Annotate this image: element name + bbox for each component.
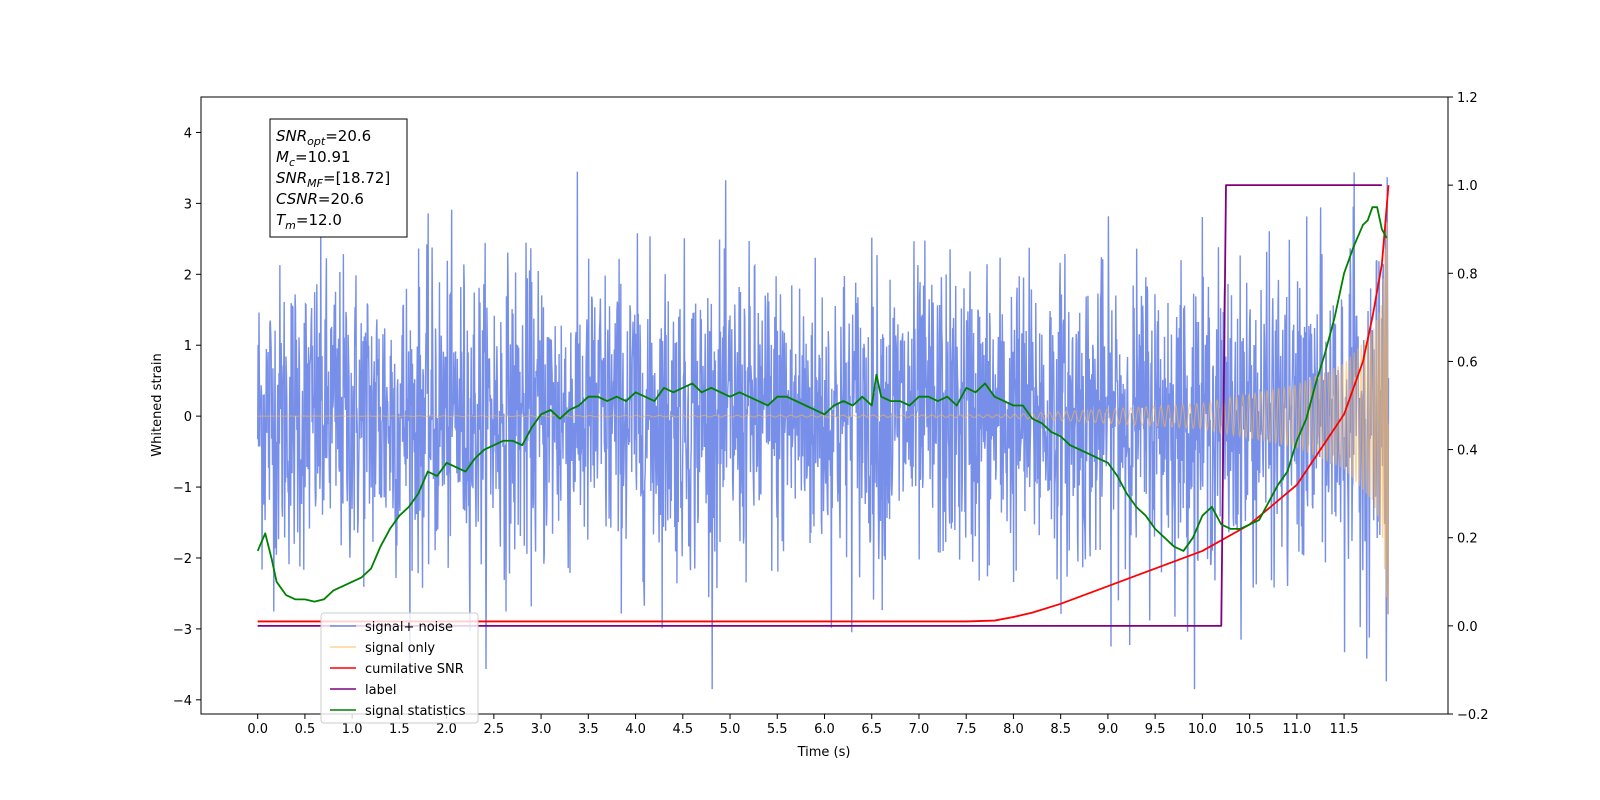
y2-tick-label: 0.0 (1457, 620, 1478, 635)
x-axis-label: Time (s) (797, 745, 851, 760)
y-axis-right: −0.2 0.0 0.2 0.4 0.6 0.8 1.0 1.2 (1448, 91, 1489, 723)
annotation-symbol: M (276, 148, 289, 166)
y-tick-label: −2 (173, 552, 192, 567)
x-tick-label: 3.0 (531, 722, 552, 737)
series-signal-only (257, 222, 1389, 615)
x-tick-label: 0.0 (247, 722, 268, 737)
x-tick-label: 4.5 (672, 722, 693, 737)
legend: signal+ noise signal only cumilative SNR la… (320, 612, 479, 724)
x-tick-label: 9.5 (1145, 722, 1166, 737)
y-axis-label: Whitened strain (150, 353, 165, 456)
annotation-line: CSNR=20.6 (276, 190, 364, 208)
x-tick-label: 5.5 (767, 722, 788, 737)
annotation-frame (269, 118, 408, 238)
x-tick-label: 7.5 (956, 722, 977, 737)
y-tick-label: 0 (184, 410, 192, 425)
x-tick-label: 8.0 (1003, 722, 1024, 737)
legend-entry: cumilative SNR (365, 662, 464, 677)
annotation-value: =20.6 (325, 127, 371, 145)
y2-tick-label: 0.4 (1457, 444, 1478, 459)
x-tick-label: 2.5 (484, 722, 505, 737)
x-tick-label: 2.0 (436, 722, 457, 737)
y-tick-label: −3 (173, 623, 192, 638)
annotation-subscript: m (285, 219, 296, 232)
legend-entry: signal+ noise (365, 620, 453, 635)
y-tick-label: −4 (173, 694, 192, 709)
y2-tick-label: 1.0 (1457, 179, 1478, 194)
x-tick-label: 7.0 (909, 722, 930, 737)
annotation-value: =10.91 (295, 148, 351, 166)
annotation-line: Mc=10.91 (276, 148, 351, 169)
x-tick-label: 1.5 (389, 722, 410, 737)
x-tick-label: 8.5 (1050, 722, 1071, 737)
y-tick-label: 1 (184, 339, 192, 354)
y2-tick-label: 0.6 (1457, 355, 1478, 370)
x-tick-label: 9.0 (1098, 722, 1119, 737)
y-axis-left: −4 −3 −2 −1 0 1 2 3 4 (173, 126, 201, 709)
y-tick-label: −1 (173, 481, 192, 496)
annotation-line: SNRMF=[18.72] (276, 169, 390, 190)
annotation-box: SNRopt=20.6Mc=10.91SNRMF=[18.72]CSNR=20.… (269, 118, 408, 238)
series-cumilative-snr (257, 185, 1390, 623)
x-axis: 0.0 0.5 1.0 1.5 2.0 2.5 3.0 3.5 4.0 4.5 5.0 5.5 6.0 6… (247, 714, 1359, 737)
annotation-symbol: SNR (276, 127, 307, 145)
annotation-symbol: SNR (276, 169, 307, 187)
y-tick-label: 3 (184, 197, 192, 212)
annotation-subscript: opt (307, 135, 326, 148)
y-tick-label: 2 (184, 268, 192, 283)
legend-entry: signal statistics (365, 704, 466, 719)
series-label (257, 184, 1382, 627)
y2-tick-label: −0.2 (1457, 708, 1489, 723)
legend-entry: signal only (365, 641, 435, 656)
annotation-value: =20.6 (318, 190, 364, 208)
x-tick-label: 10.0 (1188, 722, 1217, 737)
series-signal-noise (256, 171, 1390, 690)
y2-tick-label: 1.2 (1457, 91, 1478, 106)
x-tick-label: 0.5 (295, 722, 316, 737)
legend-entry: label (365, 683, 396, 698)
annotation-value: =[18.72] (323, 169, 390, 187)
y2-tick-label: 0.8 (1457, 267, 1478, 282)
annotation-subscript: c (289, 156, 295, 169)
annotation-symbol: CSNR (276, 190, 318, 208)
annotation-line: Tm=12.0 (276, 211, 342, 232)
y-tick-label: 4 (184, 126, 192, 141)
annotation-subscript: MF (307, 177, 323, 190)
x-tick-label: 3.5 (578, 722, 599, 737)
annotation-symbol: T (276, 211, 287, 229)
annotation-value: =12.0 (296, 211, 342, 229)
y2-tick-label: 0.2 (1457, 532, 1478, 547)
x-tick-label: 5.0 (720, 722, 741, 737)
legend-frame (320, 612, 479, 724)
x-tick-label: 1.0 (342, 722, 363, 737)
x-tick-label: 4.0 (625, 722, 646, 737)
x-tick-label: 6.5 (861, 722, 882, 737)
x-tick-label: 11.0 (1282, 722, 1311, 737)
series-signal-statistics (256, 206, 1388, 603)
x-tick-label: 10.5 (1235, 722, 1264, 737)
plot-area (256, 171, 1390, 690)
x-tick-label: 11.5 (1330, 722, 1359, 737)
series-layer (256, 171, 1390, 690)
x-tick-label: 6.0 (814, 722, 835, 737)
annotation-line: SNRopt=20.6 (276, 127, 371, 148)
